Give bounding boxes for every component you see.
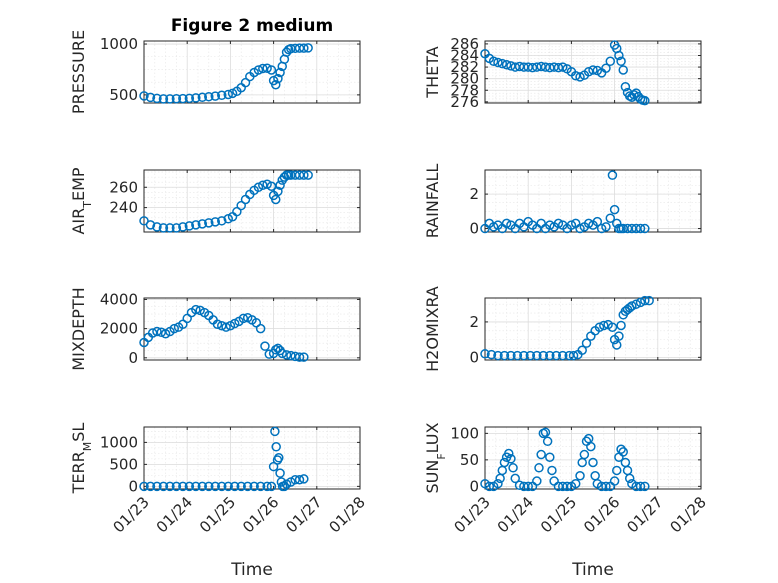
x-axis-label: Time: [571, 560, 614, 580]
x-tick-label: 01/28: [667, 493, 710, 536]
subplot-6: 0 2 H2OMIXRA: [423, 286, 701, 372]
x-tick-label: 01/23: [451, 493, 494, 536]
y-tick-label: 260: [109, 178, 138, 196]
y-tick-label: 0: [128, 477, 138, 495]
y-tick-label: 0: [128, 349, 138, 367]
y-tick-label: 240: [109, 199, 138, 217]
y-axis-label: H2OMIXRA: [423, 286, 442, 372]
y-tick-label: 50: [460, 451, 479, 469]
x-tick-label: 01/23: [110, 493, 153, 536]
subplot-3: 240 260 AIRTEMP: [69, 167, 360, 234]
x-tick-label: 01/28: [326, 493, 369, 536]
y-tick-label: 2: [469, 313, 479, 331]
subplot-1: 500 1000 PRESSURE Figure 2 medium: [69, 16, 360, 114]
y-tick-label: 2000: [100, 320, 138, 338]
x-tick-label: 01/26: [239, 493, 282, 536]
y-tick-label: 286: [450, 35, 479, 53]
y-axis-label: THETA: [423, 46, 442, 98]
subplot-8: 0 50 100 01/23 01/24 01/25 01/26 01/27 01/28 SUNF…: [423, 422, 710, 580]
x-tick-label: 01/24: [494, 493, 537, 536]
chart-title: Figure 2 medium: [171, 16, 333, 36]
x-tick-label: 01/27: [282, 493, 325, 536]
y-axis-label: MIXDEPTH: [69, 287, 88, 370]
y-tick-label: 500: [109, 455, 138, 473]
subplot-4: 0 2 RAINFALL: [423, 164, 701, 239]
x-axis-label: Time: [230, 560, 273, 580]
x-tick-label: 01/25: [537, 493, 580, 536]
y-tick-label: 500: [109, 86, 138, 104]
y-tick-label: 2: [469, 185, 479, 203]
y-axis-label: TERRMSL: [69, 423, 94, 495]
y-tick-label: 1000: [100, 35, 138, 53]
x-tick-label: 01/25: [196, 493, 239, 536]
y-tick-label: 1000: [100, 433, 138, 451]
subplot-7: 0 500 1000 01/23 01/24 01/25 01/26 01/27 01/28 TE…: [69, 423, 369, 580]
y-tick-label: 100: [450, 424, 479, 442]
y-tick-label: 0: [469, 348, 479, 366]
subplot-5: 0 2000 4000 MIXDEPTH: [69, 287, 360, 370]
y-axis-label: SUNFLUX: [423, 422, 448, 493]
x-tick-label: 01/27: [623, 493, 666, 536]
x-tick-label: 01/26: [580, 493, 623, 536]
y-axis-label: PRESSURE: [69, 30, 88, 114]
y-tick-label: 0: [469, 477, 479, 495]
y-tick-label: 4000: [100, 290, 138, 308]
y-tick-label: 0: [469, 220, 479, 238]
y-axis-label: RAINFALL: [423, 164, 442, 239]
x-tick-label: 01/24: [153, 493, 196, 536]
y-axis-label: AIRTEMP: [69, 167, 94, 234]
